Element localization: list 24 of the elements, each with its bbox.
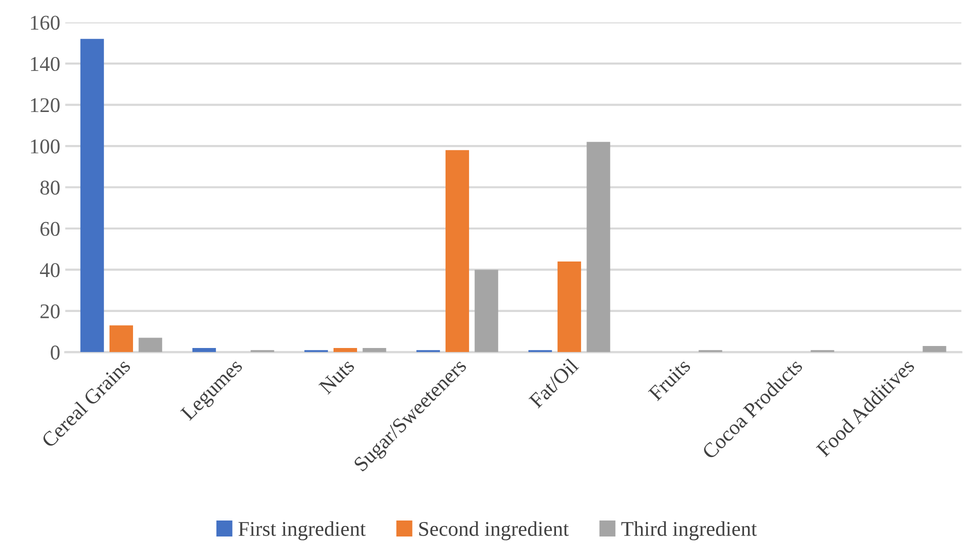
bar: [558, 261, 582, 352]
y-tick-label: 0: [50, 346, 60, 360]
y-tick-label: 40: [40, 263, 60, 278]
y-tick-label: 160: [30, 16, 60, 30]
bar: [110, 325, 134, 352]
bar: [922, 346, 946, 352]
y-tick-label: 120: [30, 98, 60, 112]
bar: [586, 142, 610, 352]
bar: [446, 150, 470, 352]
y-tick-label: 20: [40, 304, 60, 318]
y-tick-label: 60: [40, 222, 60, 236]
legend-label: First ingredient: [238, 521, 366, 540]
bar: [192, 348, 216, 352]
bar: [80, 38, 104, 352]
y-tick-label: 140: [30, 56, 60, 72]
y-tick-label: 100: [30, 139, 60, 154]
legend-label: Second ingredient: [419, 521, 569, 540]
x-tick-label: Nuts: [318, 358, 356, 395]
bar: [474, 270, 498, 352]
bar: [138, 338, 162, 352]
y-tick-label: 80: [40, 180, 60, 195]
bar: [334, 348, 358, 352]
bar: [362, 348, 386, 352]
legend-label: Third ingredient: [621, 521, 757, 540]
